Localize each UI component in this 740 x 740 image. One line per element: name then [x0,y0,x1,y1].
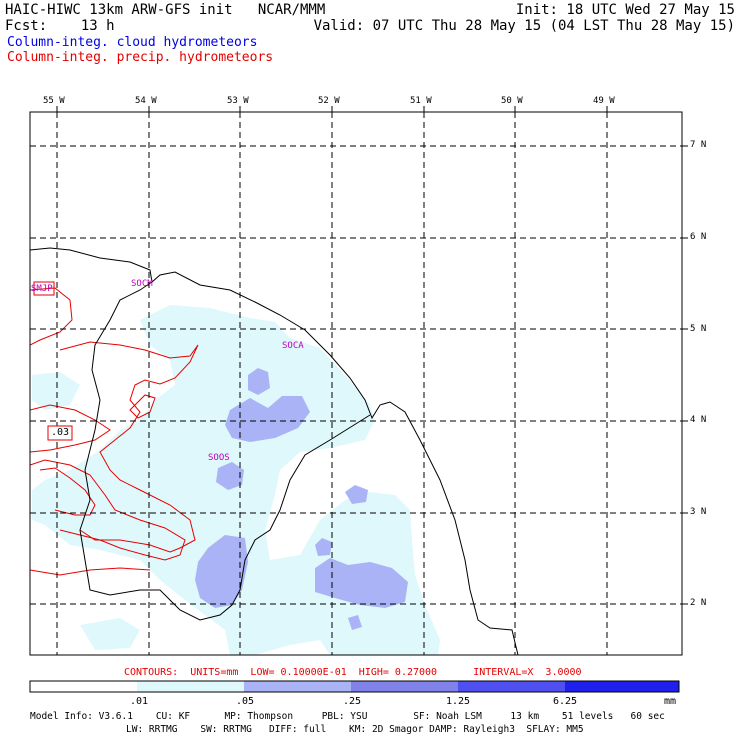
lat-label: 3 N [690,507,707,517]
colorbar-label: 6.25 [553,696,578,707]
lon-label: 49 W [593,96,615,106]
contour-label-box [47,425,73,441]
header-init-time: Init: 18 UTC Wed 27 May 15 [515,2,735,18]
header-valid-time: Valid: 07 UTC Thu 28 May 15 (04 LST Thu … [313,18,735,34]
lon-label: 55 W [43,96,65,106]
coastlines [30,247,519,655]
lon-label: 54 W [135,96,157,106]
lat-label: 5 N [690,324,707,334]
lat-label: 4 N [690,415,707,425]
station-box [33,281,55,296]
lon-label: 53 W [227,96,249,106]
colorbar-label: .01 [130,696,149,707]
colorbar-label: 1.25 [446,696,471,707]
station-label: SOCM [131,279,153,289]
precip-contours [30,287,199,576]
lon-label: 52 W [318,96,340,106]
lat-label: 2 N [690,598,707,608]
map-frame [29,111,683,656]
header-forecast-hour: Fcst: 13 h [5,18,115,34]
colorbar [29,680,680,693]
header-line1-left: HAIC-HIWC 13km ARW-GFS init NCAR/MMM [5,2,326,18]
station-label: SOCA [282,341,304,351]
lon-label: 51 W [410,96,432,106]
lon-label: 50 W [501,96,523,106]
station-label: SOOS [208,453,230,463]
lat-lon-grid [30,112,682,655]
contours-info: CONTOURS: UNITS=mm LOW= 0.10000E-01 HIGH… [124,667,582,678]
station-label: SMJP [31,284,53,294]
axis-ticks [56,106,688,605]
lat-label: 6 N [690,232,707,242]
cloud-shading-medium [195,368,408,630]
model-info-line1: Model Info: V3.6.1 CU: KF MP: Thompson P… [30,711,665,722]
model-info-line2: LW: RRTMG SW: RRTMG DIFF: full KM: 2D Sm… [126,724,584,735]
colorbar-units: mm [664,696,677,707]
precip-field-title: Column-integ. precip. hydrometeors [7,50,274,65]
colorbar-label: .05 [236,696,255,707]
cloud-field-title: Column-integ. cloud hydrometeors [7,35,258,50]
lat-label: 7 N [690,140,707,150]
contour-value-label: .03 [51,427,70,438]
colorbar-label: .25 [343,696,362,707]
